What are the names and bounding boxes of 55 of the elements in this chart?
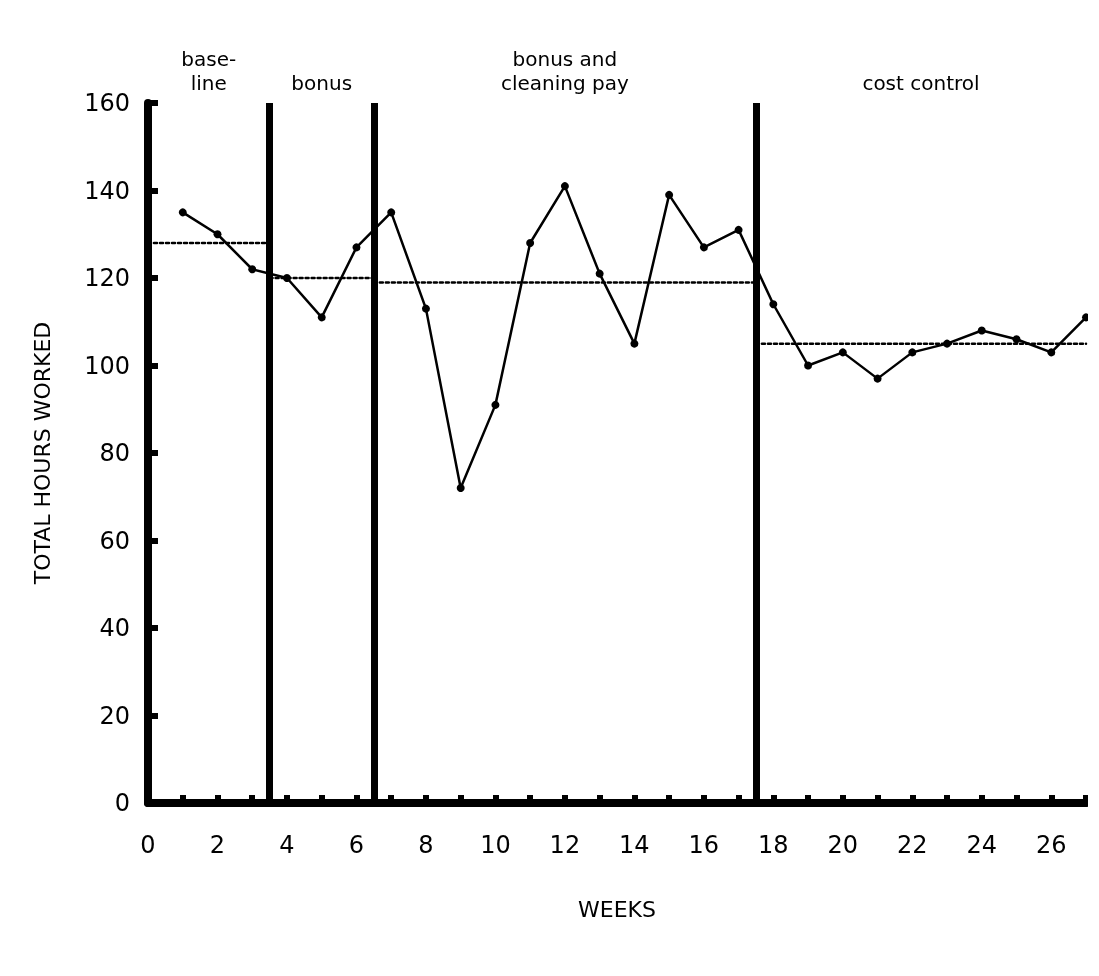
point (317, 313, 326, 322)
x-tick-label: 4 (279, 831, 295, 859)
x-tick-label: 0 (140, 831, 156, 859)
x-tick-label: 6 (348, 831, 365, 859)
x-tick-label: 24 (966, 831, 998, 859)
text: base- line (181, 47, 237, 95)
x-tick-label: 12 (549, 831, 581, 859)
y-axis-title: TOTAL HOURS WORKED (29, 321, 55, 586)
y-tick-label: 140 (84, 176, 130, 205)
x-tick-label: 8 (418, 831, 434, 859)
x-tick-label: 20 (827, 831, 859, 859)
x-axis-title: WEEKS (578, 896, 656, 922)
point (977, 326, 986, 335)
point (213, 230, 222, 239)
point (908, 348, 917, 357)
x-tick-label: 16 (688, 831, 720, 859)
point (769, 300, 778, 309)
point (838, 348, 847, 357)
x-tick-label: 10 (480, 831, 511, 859)
point (248, 265, 257, 274)
x-tick-label: 22 (897, 831, 928, 859)
y-tick-label: 60 (99, 526, 130, 555)
point (1012, 335, 1021, 344)
y-tick-label: 160 (84, 89, 130, 117)
point (943, 339, 952, 348)
x-tick-label: 14 (619, 831, 650, 859)
y-tick-label: 20 (99, 701, 130, 730)
point (873, 374, 882, 383)
point (421, 304, 430, 313)
point (630, 339, 639, 348)
y-tick-label: 80 (99, 439, 130, 467)
point (699, 243, 708, 252)
x-tick-label: 2 (209, 831, 226, 859)
point (387, 208, 396, 217)
point (282, 274, 291, 282)
point (734, 225, 743, 234)
point (665, 190, 674, 199)
point (456, 484, 465, 492)
point (178, 208, 187, 217)
text: cost control (862, 71, 980, 95)
text: bonus (291, 71, 353, 95)
point (560, 182, 569, 191)
y-tick-label: 0 (114, 789, 130, 817)
text: bonus and cleaning pay (500, 47, 629, 95)
point (804, 361, 813, 370)
point (352, 243, 361, 252)
y-tick-label: 100 (84, 351, 130, 380)
y-tick-label: 120 (84, 264, 130, 292)
x-tick-label: 18 (758, 831, 789, 859)
point (491, 400, 500, 409)
x-tick-label: 26 (1035, 831, 1067, 859)
point (1047, 348, 1056, 357)
point (595, 269, 604, 278)
y-tick-label: 40 (99, 614, 130, 642)
point (526, 239, 535, 247)
